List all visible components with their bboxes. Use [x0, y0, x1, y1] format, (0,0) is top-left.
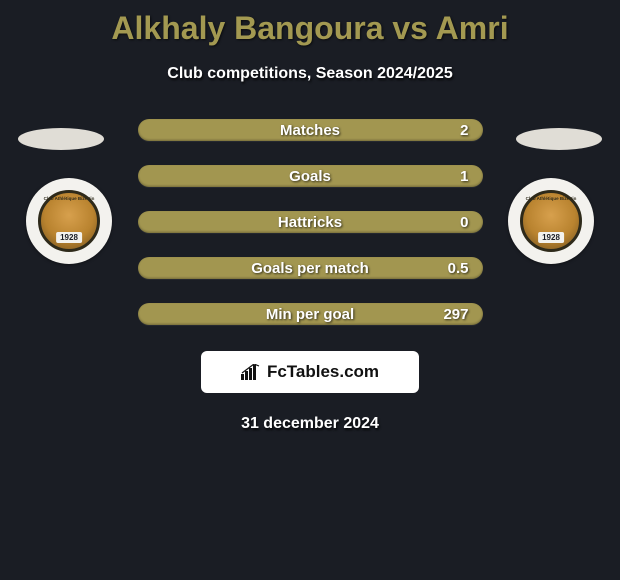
stat-bar-hattricks: Hattricks 0 [138, 211, 483, 233]
stat-value: 1 [460, 168, 468, 185]
stat-label: Min per goal [266, 306, 354, 323]
stat-value: 297 [443, 306, 468, 323]
club-badge-right: Club Athlétique Bizertin 1928 [520, 190, 582, 252]
player-ellipse-left [18, 128, 104, 150]
stat-bar-goals-per-match: Goals per match 0.5 [138, 257, 483, 279]
club-logo-right: Club Athlétique Bizertin 1928 [508, 178, 594, 264]
chart-icon [241, 364, 261, 380]
stat-value: 0.5 [448, 260, 469, 277]
stat-value: 0 [460, 214, 468, 231]
stat-bar-goals: Goals 1 [138, 165, 483, 187]
title: Alkhaly Bangoura vs Amri [0, 0, 620, 47]
club-logo-left: Club Athlétique Bizertin 1928 [26, 178, 112, 264]
subtitle: Club competitions, Season 2024/2025 [0, 65, 620, 83]
club-year-left: 1928 [56, 232, 82, 243]
stat-label: Hattricks [278, 214, 342, 231]
date: 31 december 2024 [0, 415, 620, 433]
stat-bar-matches: Matches 2 [138, 119, 483, 141]
stat-label: Goals [289, 168, 331, 185]
club-badge-left: Club Athlétique Bizertin 1928 [38, 190, 100, 252]
club-badge-text-right: Club Athlétique Bizertin [523, 196, 579, 201]
player-ellipse-right [516, 128, 602, 150]
stat-value: 2 [460, 122, 468, 139]
comparison-card: Alkhaly Bangoura vs Amri Club competitio… [0, 0, 620, 580]
stat-bar-min-per-goal: Min per goal 297 [138, 303, 483, 325]
brand-box: FcTables.com [201, 351, 419, 393]
stat-label: Goals per match [251, 260, 369, 277]
stat-label: Matches [280, 122, 340, 139]
club-badge-text-left: Club Athlétique Bizertin [41, 196, 97, 201]
club-year-right: 1928 [538, 232, 564, 243]
brand-text: FcTables.com [267, 362, 379, 382]
